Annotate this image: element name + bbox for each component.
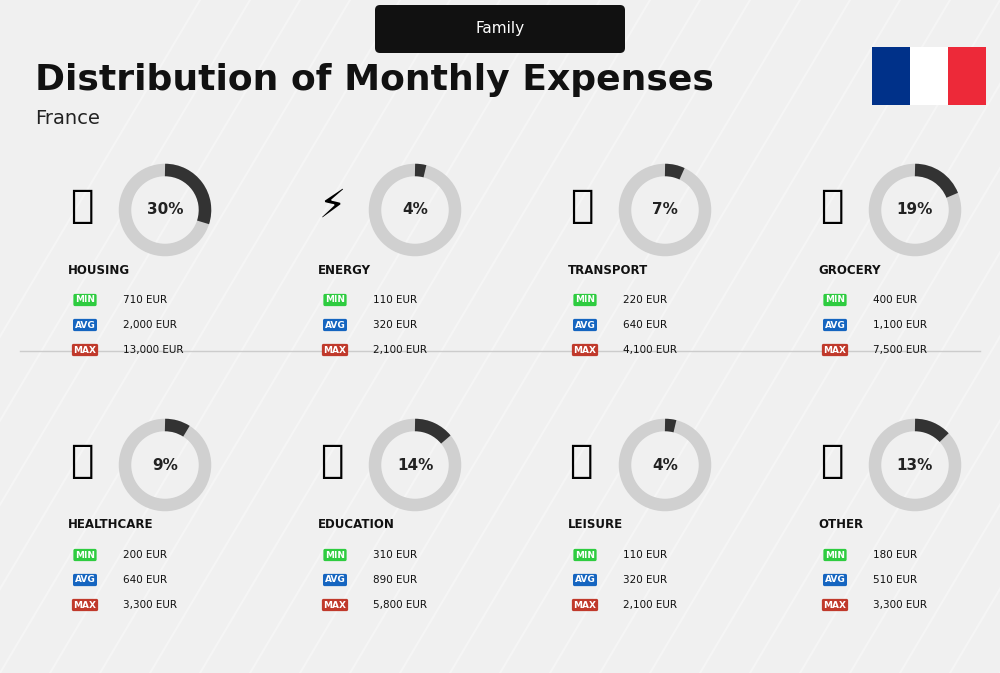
Text: TRANSPORT: TRANSPORT bbox=[568, 264, 648, 277]
Text: Family: Family bbox=[475, 22, 525, 36]
Text: 💰: 💰 bbox=[820, 442, 844, 480]
Text: 30%: 30% bbox=[147, 203, 183, 217]
FancyBboxPatch shape bbox=[375, 5, 625, 53]
Text: 200 EUR: 200 EUR bbox=[123, 550, 167, 560]
Text: 310 EUR: 310 EUR bbox=[373, 550, 417, 560]
Text: EDUCATION: EDUCATION bbox=[318, 518, 395, 532]
Text: HOUSING: HOUSING bbox=[68, 264, 130, 277]
Text: 3,300 EUR: 3,300 EUR bbox=[873, 600, 927, 610]
Text: MAX: MAX bbox=[74, 600, 97, 610]
Text: 3,300 EUR: 3,300 EUR bbox=[123, 600, 177, 610]
Text: 7,500 EUR: 7,500 EUR bbox=[873, 345, 927, 355]
Text: AVG: AVG bbox=[825, 320, 845, 330]
Text: 1,100 EUR: 1,100 EUR bbox=[873, 320, 927, 330]
Text: 510 EUR: 510 EUR bbox=[873, 575, 917, 585]
Text: 🚌: 🚌 bbox=[570, 187, 594, 225]
Text: MIN: MIN bbox=[825, 551, 845, 559]
Text: 9%: 9% bbox=[152, 458, 178, 472]
Text: ⚡: ⚡ bbox=[318, 187, 346, 225]
Text: 2,000 EUR: 2,000 EUR bbox=[123, 320, 177, 330]
Text: GROCERY: GROCERY bbox=[818, 264, 881, 277]
Text: 110 EUR: 110 EUR bbox=[373, 295, 417, 305]
Text: MAX: MAX bbox=[824, 345, 846, 355]
Text: 640 EUR: 640 EUR bbox=[123, 575, 167, 585]
Text: 🏥: 🏥 bbox=[70, 442, 94, 480]
Text: MIN: MIN bbox=[575, 551, 595, 559]
Text: 13,000 EUR: 13,000 EUR bbox=[123, 345, 184, 355]
Text: 13%: 13% bbox=[897, 458, 933, 472]
Text: 2,100 EUR: 2,100 EUR bbox=[373, 345, 427, 355]
Text: 640 EUR: 640 EUR bbox=[623, 320, 667, 330]
Text: MAX: MAX bbox=[324, 600, 347, 610]
Text: AVG: AVG bbox=[575, 320, 595, 330]
Text: MAX: MAX bbox=[324, 345, 347, 355]
Text: 5,800 EUR: 5,800 EUR bbox=[373, 600, 427, 610]
Text: MAX: MAX bbox=[574, 600, 596, 610]
Text: 4,100 EUR: 4,100 EUR bbox=[623, 345, 677, 355]
Text: France: France bbox=[35, 108, 100, 127]
Text: MIN: MIN bbox=[325, 551, 345, 559]
Text: MAX: MAX bbox=[74, 345, 97, 355]
Text: 🛍️: 🛍️ bbox=[570, 442, 594, 480]
Text: 890 EUR: 890 EUR bbox=[373, 575, 417, 585]
Text: AVG: AVG bbox=[75, 575, 95, 584]
Text: AVG: AVG bbox=[325, 575, 345, 584]
Text: MAX: MAX bbox=[574, 345, 596, 355]
Text: ENERGY: ENERGY bbox=[318, 264, 371, 277]
Text: 220 EUR: 220 EUR bbox=[623, 295, 667, 305]
Text: 320 EUR: 320 EUR bbox=[623, 575, 667, 585]
Text: 320 EUR: 320 EUR bbox=[373, 320, 417, 330]
Text: MIN: MIN bbox=[575, 295, 595, 304]
Text: HEALTHCARE: HEALTHCARE bbox=[68, 518, 154, 532]
FancyBboxPatch shape bbox=[948, 47, 986, 105]
FancyBboxPatch shape bbox=[910, 47, 948, 105]
Text: 🛒: 🛒 bbox=[820, 187, 844, 225]
Text: AVG: AVG bbox=[575, 575, 595, 584]
Text: 🏢: 🏢 bbox=[70, 187, 94, 225]
Text: AVG: AVG bbox=[825, 575, 845, 584]
Text: MAX: MAX bbox=[824, 600, 846, 610]
Text: 4%: 4% bbox=[652, 458, 678, 472]
Text: 400 EUR: 400 EUR bbox=[873, 295, 917, 305]
Text: 14%: 14% bbox=[397, 458, 433, 472]
Text: Distribution of Monthly Expenses: Distribution of Monthly Expenses bbox=[35, 63, 714, 97]
Text: AVG: AVG bbox=[325, 320, 345, 330]
Text: MIN: MIN bbox=[825, 295, 845, 304]
Text: 7%: 7% bbox=[652, 203, 678, 217]
Text: 🎓: 🎓 bbox=[320, 442, 344, 480]
Text: 110 EUR: 110 EUR bbox=[623, 550, 667, 560]
Text: LEISURE: LEISURE bbox=[568, 518, 623, 532]
Text: MIN: MIN bbox=[325, 295, 345, 304]
FancyBboxPatch shape bbox=[872, 47, 910, 105]
Text: OTHER: OTHER bbox=[818, 518, 863, 532]
Text: 180 EUR: 180 EUR bbox=[873, 550, 917, 560]
Text: 2,100 EUR: 2,100 EUR bbox=[623, 600, 677, 610]
Text: 4%: 4% bbox=[402, 203, 428, 217]
Text: AVG: AVG bbox=[75, 320, 95, 330]
Text: 710 EUR: 710 EUR bbox=[123, 295, 167, 305]
Text: MIN: MIN bbox=[75, 295, 95, 304]
Text: MIN: MIN bbox=[75, 551, 95, 559]
Text: 19%: 19% bbox=[897, 203, 933, 217]
